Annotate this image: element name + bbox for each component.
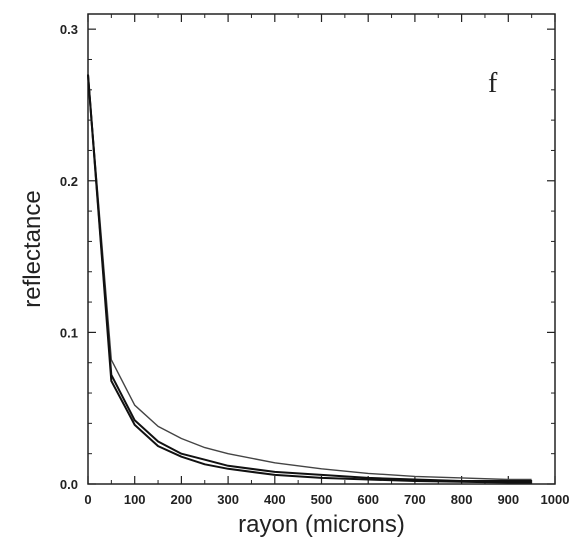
y-axis-ticks: 0.0 0.1 0.2 0.3: [60, 22, 555, 492]
panel-label: f: [488, 68, 498, 99]
y-tick-label: 0.3: [60, 22, 78, 37]
x-tick-label: 400: [264, 492, 286, 507]
x-tick-label: 500: [311, 492, 333, 507]
series-line-1: [87, 74, 532, 481]
x-tick-label: 100: [124, 492, 146, 507]
y-axis-title: reflectance: [19, 190, 46, 307]
x-tick-label: 700: [404, 492, 426, 507]
x-tick-label: 200: [171, 492, 193, 507]
x-tick-label: 0: [84, 492, 91, 507]
x-axis-ticks: 0 100 200 300 400 500 600 700 800 900 1000: [84, 14, 569, 507]
series-layer: [87, 74, 532, 484]
y-tick-label: 0.1: [60, 325, 78, 340]
x-tick-label: 1000: [541, 492, 570, 507]
x-axis-title: rayon (microns): [238, 511, 405, 538]
y-tick-label: 0.0: [60, 477, 78, 492]
series-line-3: [87, 74, 532, 484]
x-tick-label: 900: [497, 492, 519, 507]
x-tick-label: 600: [357, 492, 379, 507]
x-tick-label: 300: [217, 492, 239, 507]
x-tick-label: 800: [451, 492, 473, 507]
y-tick-label: 0.2: [60, 174, 78, 189]
